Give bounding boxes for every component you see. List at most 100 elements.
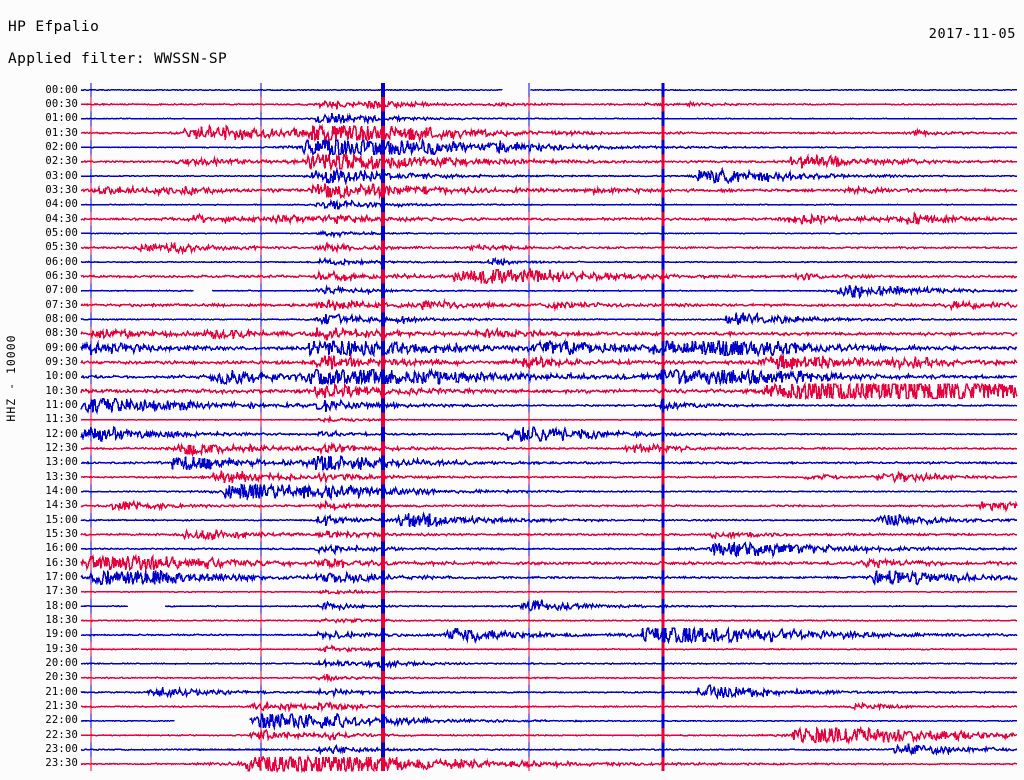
time-tick-label: 12:30 — [45, 442, 78, 454]
trace-path — [80, 604, 129, 608]
trace-row — [80, 617, 1018, 624]
trace-path — [80, 266, 1018, 285]
time-axis-tick-column: 00:00 00:30 01:00 01:30 02:00 02:30 03:00 03:30… — [0, 0, 78, 780]
vertical-marker-segment — [661, 340, 665, 356]
time-tick-label: 11:30 — [45, 413, 78, 426]
trace-row — [80, 397, 1018, 415]
trace-row — [80, 211, 1018, 226]
trace-path — [80, 617, 1018, 624]
trace-row — [80, 644, 1018, 653]
time-tick-label: 20:30 — [45, 671, 78, 684]
trace-row — [80, 511, 1018, 528]
time-tick-label: 17:30 — [45, 585, 78, 598]
plot-date: 2017-11-05 — [928, 26, 1016, 42]
time-tick-label: 09:00 — [45, 341, 78, 354]
time-tick-label: 21:30 — [45, 700, 78, 713]
trace-row — [80, 367, 1018, 387]
trace-path — [80, 240, 1018, 256]
time-tick-label: 05:00 — [45, 226, 78, 239]
trace-row — [80, 754, 1018, 774]
vertical-marker-segment — [528, 269, 530, 284]
trace-row — [80, 425, 1018, 443]
trace-path — [80, 588, 1018, 596]
vertical-marker-segment — [381, 541, 385, 557]
trace-path — [80, 152, 1018, 172]
trace-path — [165, 599, 1018, 613]
trace-path — [80, 626, 1018, 645]
time-tick-label: 22:30 — [45, 728, 78, 741]
vertical-marker-segment — [260, 685, 262, 700]
trace-row — [80, 266, 1018, 285]
time-tick-label: 09:30 — [45, 355, 78, 368]
trace-row — [80, 482, 1018, 502]
trace-path — [80, 725, 1018, 745]
time-tick-label: 01:00 — [45, 112, 78, 125]
time-tick-label: 10:00 — [45, 370, 78, 383]
trace-path — [80, 326, 1018, 341]
trace-row — [80, 700, 1018, 713]
vertical-marker-segment — [661, 369, 665, 384]
time-tick-label: 16:00 — [45, 542, 78, 555]
applied-filter-label: Applied filter: WWSSN-SP — [8, 51, 228, 67]
trace-row — [80, 658, 1018, 670]
trace-row — [80, 553, 1018, 572]
trace-row — [80, 470, 1018, 485]
vertical-marker-segment — [90, 570, 92, 585]
trace-row — [80, 298, 1018, 312]
trace-path — [80, 700, 1018, 713]
trace-path — [80, 541, 1018, 559]
trace-path — [80, 455, 1018, 473]
time-tick-label: 23:30 — [45, 757, 78, 770]
time-tick-label: 07:30 — [45, 298, 78, 311]
trace-path — [80, 511, 1018, 528]
trace-row — [80, 455, 1018, 473]
vertical-marker-segment — [528, 340, 530, 356]
vertical-marker-segment — [381, 441, 385, 456]
trace-path — [80, 289, 194, 292]
trace-path — [80, 311, 1018, 326]
time-tick-label: 06:00 — [45, 255, 78, 268]
trace-path — [530, 88, 1018, 92]
vertical-marker-segment — [381, 383, 385, 399]
vertical-marker-segment — [528, 756, 530, 772]
vertical-marker-segment — [661, 441, 665, 456]
time-tick-label: 17:00 — [45, 571, 78, 584]
trace-row — [80, 311, 1018, 326]
vertical-marker-segment — [381, 355, 385, 370]
time-tick-label: 18:30 — [45, 614, 78, 627]
vertical-marker-segment — [528, 355, 530, 370]
time-tick-label: 19:30 — [45, 642, 78, 655]
time-tick-label: 04:00 — [45, 198, 78, 211]
trace-row — [80, 326, 1018, 341]
time-tick-label: 20:00 — [45, 657, 78, 670]
trace-path — [80, 367, 1018, 387]
trace-path — [80, 123, 1018, 143]
time-tick-label: 03:30 — [45, 183, 78, 196]
trace-row — [80, 256, 1018, 267]
time-tick-label: 15:00 — [45, 513, 78, 526]
vertical-marker-segment — [528, 82, 530, 98]
trace-path — [80, 528, 1018, 541]
trace-row — [80, 152, 1018, 172]
trace-row — [80, 338, 1018, 358]
trace-path — [80, 182, 1018, 200]
trace-row — [80, 674, 1018, 683]
trace-row — [80, 353, 1018, 372]
trace-row — [80, 414, 1018, 424]
station-title: HP Efpalio — [8, 19, 100, 35]
trace-path — [80, 553, 1018, 572]
trace-row — [80, 588, 1018, 596]
time-tick-label: 15:30 — [45, 528, 78, 541]
time-tick-label: 07:00 — [45, 284, 78, 297]
time-tick-label: 23:00 — [45, 743, 78, 756]
vertical-marker-segment — [90, 426, 92, 442]
trace-row — [80, 441, 1018, 458]
trace-path — [80, 397, 1018, 415]
trace-row — [80, 599, 1018, 613]
trace-path — [80, 353, 1018, 372]
vertical-marker-segment — [661, 398, 665, 413]
time-tick-label: 01:30 — [45, 126, 78, 139]
trace-path — [80, 229, 1018, 239]
trace-path — [80, 674, 1018, 683]
